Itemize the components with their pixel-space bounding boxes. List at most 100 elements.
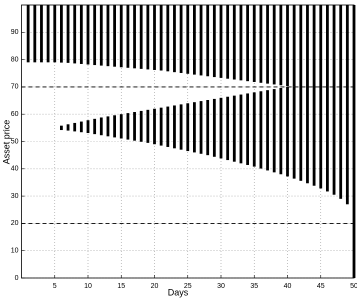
range-bar bbox=[226, 96, 230, 161]
y-tick-label: 40 bbox=[11, 166, 19, 173]
range-bar bbox=[292, 86, 296, 179]
range-bar bbox=[79, 121, 83, 133]
y-tick-label: 90 bbox=[11, 29, 19, 36]
range-bar bbox=[133, 5, 136, 69]
range-bar bbox=[259, 5, 263, 83]
range-bar bbox=[212, 98, 216, 157]
range-bar bbox=[179, 104, 183, 150]
range-bar bbox=[119, 5, 123, 68]
plot-frame bbox=[21, 4, 355, 279]
x-tick-label: 5 bbox=[53, 283, 57, 290]
range-bar bbox=[66, 124, 70, 131]
y-tick-label: 60 bbox=[11, 111, 19, 118]
x-tick-label: 15 bbox=[117, 283, 125, 290]
range-bar bbox=[219, 5, 223, 78]
range-bar bbox=[232, 95, 236, 162]
range-bar bbox=[193, 102, 196, 153]
range-bar bbox=[252, 92, 256, 167]
range-bar bbox=[226, 5, 230, 79]
x-tick-label: 50 bbox=[350, 283, 357, 290]
range-bar bbox=[306, 5, 309, 184]
range-bar bbox=[186, 5, 190, 74]
range-bar bbox=[153, 5, 156, 70]
x-tick-label: 40 bbox=[284, 283, 292, 290]
range-bar bbox=[219, 97, 223, 159]
range-bar bbox=[332, 5, 336, 195]
range-bar bbox=[53, 5, 57, 63]
range-bar bbox=[326, 5, 329, 192]
range-bar bbox=[286, 5, 289, 87]
range-bar bbox=[286, 86, 289, 177]
x-tick-label: 10 bbox=[84, 283, 92, 290]
range-bar bbox=[193, 5, 196, 75]
range-bar bbox=[106, 116, 110, 137]
range-bar bbox=[99, 117, 103, 136]
y-tick-label: 20 bbox=[11, 220, 19, 227]
y-axis-label: Asset price bbox=[1, 120, 11, 165]
range-bar bbox=[266, 5, 269, 84]
range-bar bbox=[319, 5, 323, 189]
x-tick-label: 45 bbox=[317, 283, 325, 290]
range-bar bbox=[66, 5, 70, 63]
range-bar bbox=[139, 5, 143, 69]
range-bar bbox=[259, 91, 263, 169]
range-bar bbox=[86, 5, 90, 65]
range-bar bbox=[252, 5, 256, 82]
range-bar bbox=[345, 5, 349, 205]
range-bar bbox=[206, 100, 210, 156]
range-bar bbox=[272, 5, 276, 85]
range-bar bbox=[146, 5, 150, 70]
range-bar bbox=[246, 5, 249, 82]
range-bar bbox=[279, 87, 283, 175]
y-tick-label: 50 bbox=[11, 138, 19, 145]
range-bar bbox=[60, 125, 63, 131]
y-tick-label: 10 bbox=[11, 248, 19, 255]
y-tick-label: 70 bbox=[11, 84, 19, 91]
range-bar bbox=[26, 5, 30, 63]
range-bar bbox=[199, 5, 203, 76]
range-bar bbox=[119, 114, 123, 139]
range-bar bbox=[60, 5, 63, 63]
range-bar bbox=[232, 5, 236, 80]
range-bar bbox=[173, 5, 176, 73]
range-bar bbox=[133, 112, 136, 141]
range-bar bbox=[206, 5, 210, 77]
range-bar bbox=[93, 118, 97, 135]
range-bar bbox=[212, 5, 216, 78]
range-bar bbox=[46, 5, 50, 63]
range-bar bbox=[272, 89, 276, 173]
range-bar bbox=[86, 120, 90, 134]
x-tick-label: 35 bbox=[250, 283, 258, 290]
range-bar bbox=[73, 122, 77, 132]
range-bar bbox=[79, 5, 83, 64]
range-bar bbox=[153, 108, 156, 145]
range-bar bbox=[113, 5, 116, 67]
range-bar bbox=[239, 5, 243, 81]
range-bar bbox=[40, 5, 43, 63]
range-bar bbox=[266, 90, 269, 171]
range-bar bbox=[33, 5, 37, 63]
x-tick-label: 30 bbox=[217, 283, 225, 290]
range-bar bbox=[73, 5, 77, 64]
range-bar bbox=[179, 5, 183, 73]
range-bar bbox=[126, 113, 130, 140]
range-bar bbox=[312, 5, 316, 186]
range-bar bbox=[159, 107, 163, 146]
range-bar bbox=[199, 101, 203, 154]
range-bar bbox=[99, 5, 103, 66]
range-bar bbox=[106, 5, 110, 67]
range-bar bbox=[93, 5, 97, 66]
x-axis-label: Days bbox=[168, 287, 189, 297]
range-bar bbox=[246, 93, 249, 165]
range-bar bbox=[126, 5, 130, 68]
range-bar bbox=[279, 5, 283, 86]
range-bar bbox=[139, 110, 143, 142]
range-bar bbox=[146, 109, 150, 143]
range-bar bbox=[299, 5, 303, 181]
range-bar bbox=[159, 5, 163, 71]
range-bar bbox=[292, 5, 296, 87]
range-bar bbox=[186, 103, 190, 152]
range-bar bbox=[339, 5, 343, 199]
